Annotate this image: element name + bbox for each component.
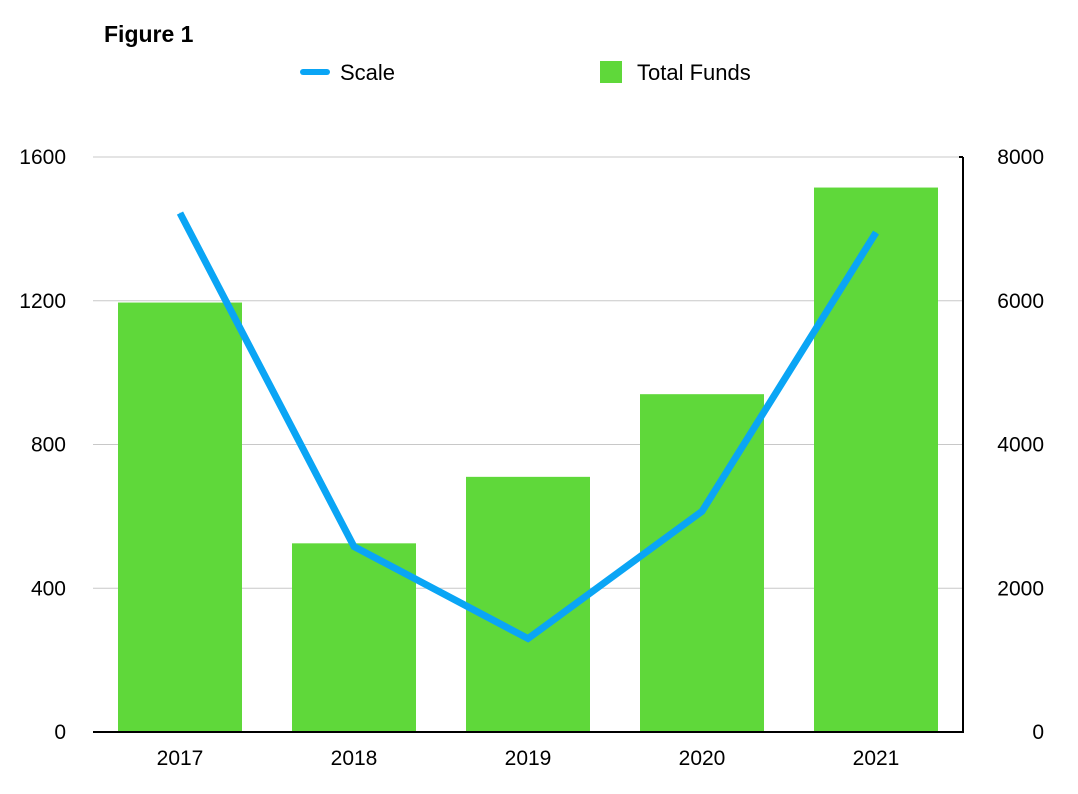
bar-total-funds-2018 bbox=[292, 543, 416, 732]
right-tick-label: 4000 bbox=[997, 434, 1044, 457]
legend-swatch-total-funds bbox=[600, 61, 622, 83]
legend: Scale Total Funds bbox=[300, 60, 751, 85]
legend-item-total-funds: Total Funds bbox=[600, 60, 751, 85]
x-tick-label-2018: 2018 bbox=[331, 747, 378, 770]
x-tick-label-2021: 2021 bbox=[853, 747, 900, 770]
right-tick-label: 8000 bbox=[997, 146, 1044, 169]
legend-label-total-funds: Total Funds bbox=[637, 60, 751, 85]
point-scale-2017 bbox=[179, 212, 181, 214]
point-scale-2018 bbox=[353, 546, 355, 548]
left-tick-label: 400 bbox=[31, 577, 66, 600]
point-scale-2021 bbox=[875, 231, 877, 233]
bar-total-funds-2017 bbox=[118, 302, 242, 732]
x-tick-label-2020: 2020 bbox=[679, 747, 726, 770]
bars bbox=[118, 187, 938, 732]
axes bbox=[93, 156, 964, 733]
bar-total-funds-2021 bbox=[814, 187, 938, 732]
right-tick-label: 6000 bbox=[997, 290, 1044, 313]
x-axis-ticks: 2017 2018 2019 2020 2021 bbox=[157, 747, 900, 770]
x-tick-label-2017: 2017 bbox=[157, 747, 204, 770]
right-axis-ticks: 0 2000 4000 6000 8000 bbox=[997, 146, 1044, 744]
legend-item-scale: Scale bbox=[300, 60, 395, 85]
legend-label-scale: Scale bbox=[340, 60, 395, 85]
left-tick-label: 1600 bbox=[19, 146, 66, 169]
line-series-scale bbox=[176, 211, 879, 643]
right-tick-label: 0 bbox=[1032, 721, 1044, 744]
left-tick-label: 1200 bbox=[19, 290, 66, 313]
figure-label: Figure 1 bbox=[104, 21, 194, 47]
point-scale-2020 bbox=[701, 510, 703, 512]
left-axis-ticks: 0 400 800 1200 1600 bbox=[19, 146, 66, 744]
left-tick-label: 0 bbox=[54, 721, 66, 744]
left-tick-label: 800 bbox=[31, 434, 66, 457]
x-tick-label-2019: 2019 bbox=[505, 747, 552, 770]
right-tick-label: 2000 bbox=[997, 577, 1044, 600]
point-scale-2019 bbox=[527, 638, 529, 640]
